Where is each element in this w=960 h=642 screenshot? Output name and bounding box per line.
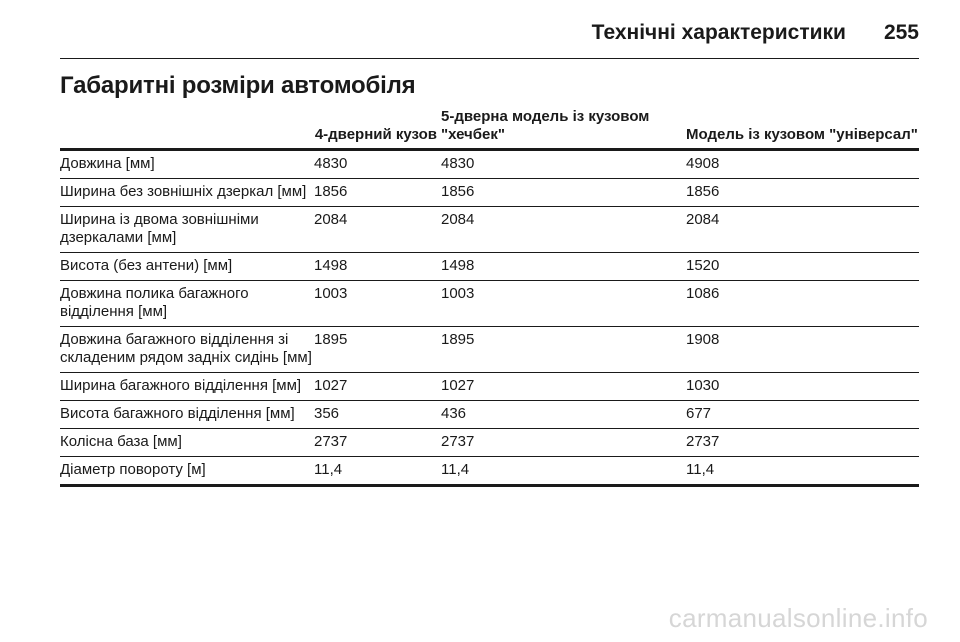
value-wagon: 1856 xyxy=(686,183,720,200)
value-hatchback: 2737 xyxy=(441,433,475,450)
page-header: Технічні характеристики 255 xyxy=(60,18,919,48)
row-label: Висота (без антени) [мм] xyxy=(60,257,233,274)
table-row: Висота (без антени) [мм] 1498 1498 1520 xyxy=(60,253,919,281)
row-label: Діаметр повороту [м] xyxy=(60,461,206,478)
value-hatchback: 1003 xyxy=(441,285,475,302)
dimensions-table: 4-дверний кузов 5-дверна модель із кузов… xyxy=(60,108,919,487)
table-row: Ширина багажного відділення [мм] 1027 1027… xyxy=(60,373,919,401)
table-header-row: 4-дверний кузов 5-дверна модель із кузов… xyxy=(60,108,919,150)
value-hatchback: 1027 xyxy=(441,377,475,394)
value-hatchback: 4830 xyxy=(441,155,475,172)
value-4-door: 1895 xyxy=(314,331,348,348)
value-4-door: 2084 xyxy=(314,211,348,228)
row-label: Ширина багажного відділення [мм] xyxy=(60,377,302,394)
value-wagon: 11,4 xyxy=(686,461,715,478)
value-4-door: 4830 xyxy=(314,155,348,172)
column-header-parameter xyxy=(60,108,314,150)
value-wagon: 1908 xyxy=(686,331,720,348)
column-header-hatchback: 5-дверна модель із кузовом "хечбек" xyxy=(441,108,650,143)
column-header-wagon: Модель із кузовом "універсал" xyxy=(686,126,918,143)
value-4-door: 356 xyxy=(314,405,340,422)
value-wagon: 2737 xyxy=(686,433,720,450)
column-header-4-door: 4-дверний кузов xyxy=(314,126,437,143)
value-wagon: 2084 xyxy=(686,211,720,228)
value-wagon: 677 xyxy=(686,405,712,422)
section-title: Габаритні розміри автомобіля xyxy=(60,72,416,99)
value-4-door: 1498 xyxy=(314,257,348,274)
page-number: 255 xyxy=(883,21,919,44)
row-label: Довжина багажного відділення зі складени… xyxy=(60,331,312,366)
table-row: Довжина багажного відділення зі складени… xyxy=(60,327,919,373)
row-label: Висота багажного відділення [мм] xyxy=(60,405,295,422)
value-4-door: 1856 xyxy=(314,183,348,200)
value-hatchback: 436 xyxy=(441,405,467,422)
value-4-door: 1003 xyxy=(314,285,348,302)
table-row: Ширина із двома зовнішніми дзеркалами [м… xyxy=(60,207,919,253)
header-divider xyxy=(60,58,919,59)
watermark: carmanualsonline.info xyxy=(668,603,928,633)
value-hatchback: 1498 xyxy=(441,257,475,274)
value-4-door: 2737 xyxy=(314,433,348,450)
value-hatchback: 1895 xyxy=(441,331,475,348)
table-row: Довжина полика багажного відділення [мм]… xyxy=(60,281,919,327)
row-label: Ширина із двома зовнішніми дзеркалами [м… xyxy=(60,211,259,246)
row-label: Колісна база [мм] xyxy=(60,433,182,450)
table-row: Діаметр повороту [м] 11,4 11,4 11,4 xyxy=(60,457,919,486)
table-row: Ширина без зовнішніх дзеркал [мм] 1856 185… xyxy=(60,179,919,207)
value-4-door: 11,4 xyxy=(314,461,343,478)
table-row: Довжина [мм] 4830 4830 4908 xyxy=(60,150,919,179)
value-hatchback: 2084 xyxy=(441,211,475,228)
table-row: Висота багажного відділення [мм] 356 436 67… xyxy=(60,401,919,429)
value-wagon: 4908 xyxy=(686,155,720,172)
row-label: Довжина полика багажного відділення [мм] xyxy=(60,285,249,320)
value-hatchback: 1856 xyxy=(441,183,475,200)
page-header-title: Технічні характеристики xyxy=(591,21,846,44)
value-wagon: 1030 xyxy=(686,377,720,394)
value-wagon: 1086 xyxy=(686,285,720,302)
row-label: Ширина без зовнішніх дзеркал [мм] xyxy=(60,183,307,200)
row-label: Довжина [мм] xyxy=(60,155,155,172)
table-row: Колісна база [мм] 2737 2737 2737 xyxy=(60,429,919,457)
value-4-door: 1027 xyxy=(314,377,348,394)
value-hatchback: 11,4 xyxy=(441,461,470,478)
value-wagon: 1520 xyxy=(686,257,720,274)
